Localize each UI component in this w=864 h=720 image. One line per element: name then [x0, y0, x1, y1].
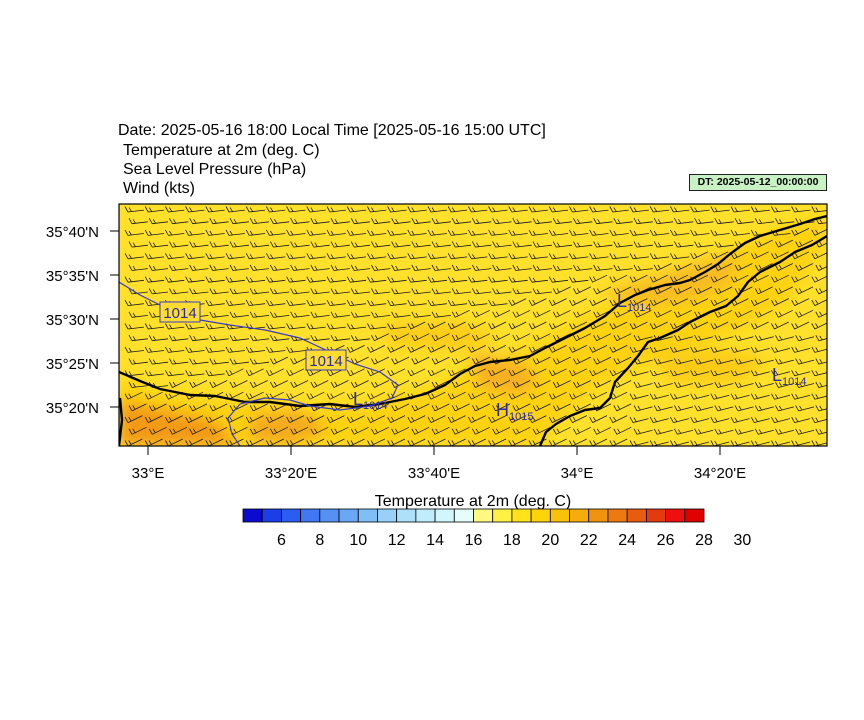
lat-tick-labels: 35°40'N 35°35'N 35°30'N 35°25'N 35°20'N [46, 224, 99, 417]
colorbar-label: 6 [277, 532, 286, 549]
isobar-label: 1014 [163, 305, 196, 322]
lon-tick-label: 34°E [561, 465, 594, 482]
colorbar-swatch [549, 508, 570, 523]
low-pressure-center: L1014 [617, 291, 652, 314]
isobar-label-box [159, 301, 201, 323]
colorbar-swatch [319, 508, 340, 523]
pressure-title: Sea Level Pressure (hPa) [123, 161, 307, 178]
lon-tick-label: 34°20'E [694, 465, 746, 482]
lat-tick-label: 35°35'N [46, 268, 99, 285]
isobar-label: 1014 [309, 353, 342, 370]
isobar-labels: 1014 1014 [159, 301, 347, 371]
colorbar-swatch [473, 508, 494, 523]
colorbar [242, 508, 705, 523]
colorbar-label: 10 [349, 532, 367, 549]
colorbar-swatch [492, 508, 513, 523]
wind-barb-field [124, 206, 827, 446]
wind-barbs [124, 206, 827, 446]
high-pressure-center: H1015 [496, 400, 533, 423]
pressure-centers: L1014 L1014 H1015 L1014 [353, 291, 807, 423]
colorbar-swatch [569, 508, 590, 523]
colorbar-swatch [396, 508, 417, 523]
axis-ticks [110, 230, 721, 455]
lat-tick-label: 35°30'N [46, 312, 99, 329]
colorbar-label: 22 [580, 532, 598, 549]
coastline [119, 214, 827, 446]
colorbar-swatch [242, 508, 263, 523]
colorbar-swatch [453, 508, 474, 523]
colorbar-swatch [626, 508, 647, 523]
colorbar-swatch [684, 508, 705, 523]
colorbar-labels: 6 8 10 12 14 16 18 20 22 24 26 28 30 [277, 532, 751, 549]
colorbar-label: 14 [426, 532, 444, 549]
lon-tick-label: 33°40'E [408, 465, 460, 482]
lat-tick-label: 35°20'N [46, 400, 99, 417]
colorbar-swatch [511, 508, 532, 523]
colorbar-label: 30 [734, 532, 752, 549]
temperature-title: Temperature at 2m (deg. C) [123, 142, 320, 159]
low-pressure-center: L1014 [353, 389, 388, 412]
colorbar-title: Temperature at 2m (deg. C) [375, 493, 572, 510]
colorbar-label: 12 [388, 532, 406, 549]
colorbar-swatch [415, 508, 436, 523]
dt-label: DT: 2025-05-12_00:00:00 [689, 174, 827, 191]
colorbar-swatch [357, 508, 378, 523]
colorbar-swatch [300, 508, 321, 523]
colorbar-swatch [261, 508, 282, 523]
colorbar-swatch [434, 508, 455, 523]
colorbar-label: 24 [618, 532, 636, 549]
colorbar-swatch [665, 508, 686, 523]
lon-tick-label: 33°20'E [265, 465, 317, 482]
colorbar-swatch [281, 508, 302, 523]
colorbar-label: 28 [695, 532, 713, 549]
colorbar-swatch [607, 508, 628, 523]
map-field: 1014 1014 L1014 L1014 H1015 L1014 [119, 204, 827, 446]
wind-title: Wind (kts) [123, 180, 195, 197]
date-title: Date: 2025-05-16 18:00 Local Time [2025-… [118, 122, 546, 139]
colorbar-label: 18 [503, 532, 521, 549]
colorbar-swatch [588, 508, 609, 523]
colorbar-swatch [338, 508, 359, 523]
colorbar-label: 20 [541, 532, 559, 549]
lat-tick-label: 35°25'N [46, 356, 99, 373]
low-pressure-center: L1014 [772, 365, 807, 388]
isobar-label-box [305, 349, 347, 371]
map-frame [118, 203, 828, 447]
colorbar-label: 26 [657, 532, 675, 549]
lat-tick-label: 35°40'N [46, 224, 99, 241]
colorbar-swatch [377, 508, 398, 523]
colorbar-label: 16 [465, 532, 483, 549]
lon-tick-labels: 33°E 33°20'E 33°40'E 34°E 34°20'E [132, 465, 746, 482]
colorbar-swatch [645, 508, 666, 523]
colorbar-label: 8 [315, 532, 324, 549]
lon-tick-label: 33°E [132, 465, 165, 482]
colorbar-swatch [530, 508, 551, 523]
